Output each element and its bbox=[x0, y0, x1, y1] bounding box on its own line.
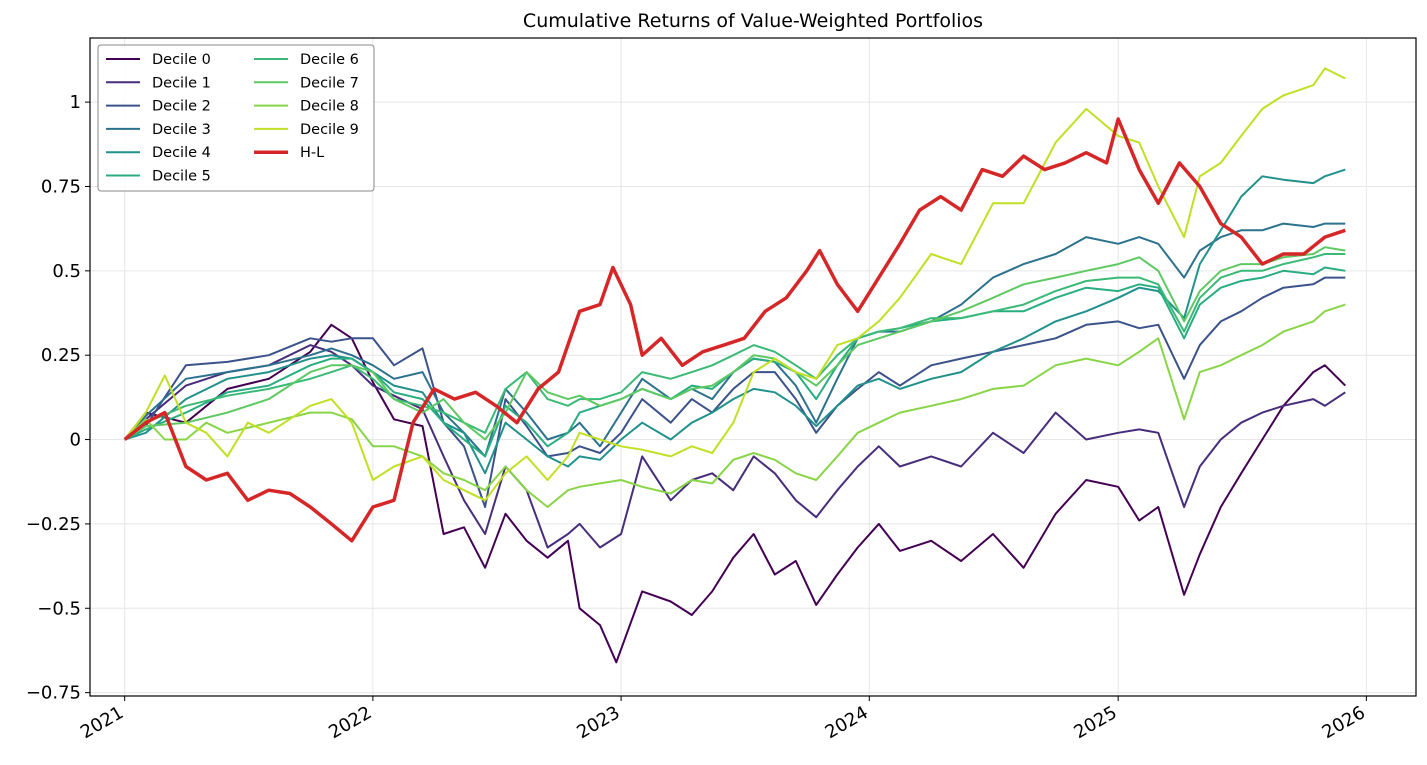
y-tick-label: 0.5 bbox=[52, 261, 81, 282]
y-tick-label: 0.25 bbox=[41, 345, 81, 366]
legend-label: H-L bbox=[300, 145, 324, 161]
y-tick-label: 0.75 bbox=[41, 176, 81, 197]
series-line-decile-5 bbox=[124, 266, 1346, 458]
chart-title: Cumulative Returns of Value-Weighted Por… bbox=[523, 10, 983, 32]
series-line-h-l bbox=[123, 117, 1346, 543]
legend-label: Decile 5 bbox=[152, 169, 211, 185]
series-line-decile-6 bbox=[124, 253, 1346, 441]
series-line-decile-2 bbox=[124, 276, 1346, 508]
legend-label: Decile 2 bbox=[152, 99, 211, 115]
legend: Decile 0 Decile 1 Decile 2 Decile 3 Decile 4… bbox=[97, 44, 375, 192]
y-tick-label: −0.5 bbox=[37, 598, 81, 619]
y-tick-label: −0.25 bbox=[26, 514, 81, 535]
series-line-decile-4 bbox=[124, 168, 1346, 475]
y-tick-label: 1 bbox=[70, 92, 81, 113]
legend-label: Decile 9 bbox=[300, 122, 359, 138]
y-tick-label: −0.75 bbox=[26, 683, 81, 704]
legend-label: Decile 3 bbox=[152, 122, 211, 138]
series-line-decile-0 bbox=[123, 323, 1347, 664]
legend-label: Decile 0 bbox=[152, 52, 211, 68]
series-line-decile-1 bbox=[124, 344, 1346, 549]
legend-label: Decile 6 bbox=[300, 52, 359, 68]
legend-label: Decile 8 bbox=[300, 99, 359, 115]
legend-box bbox=[97, 44, 375, 192]
y-tick-label: 0 bbox=[70, 430, 81, 451]
legend-label: Decile 1 bbox=[152, 75, 211, 91]
y-axis: −0.75 −0.5 −0.25 0 0.25 0.5 0.75 1 bbox=[26, 92, 90, 704]
plot-frame bbox=[89, 37, 1417, 697]
series-line-decile-9 bbox=[123, 67, 1346, 502]
legend-label: Decile 7 bbox=[300, 75, 359, 91]
legend-label: Decile 4 bbox=[152, 145, 211, 161]
series-line-decile-7 bbox=[124, 246, 1346, 441]
series-lines bbox=[123, 67, 1347, 664]
